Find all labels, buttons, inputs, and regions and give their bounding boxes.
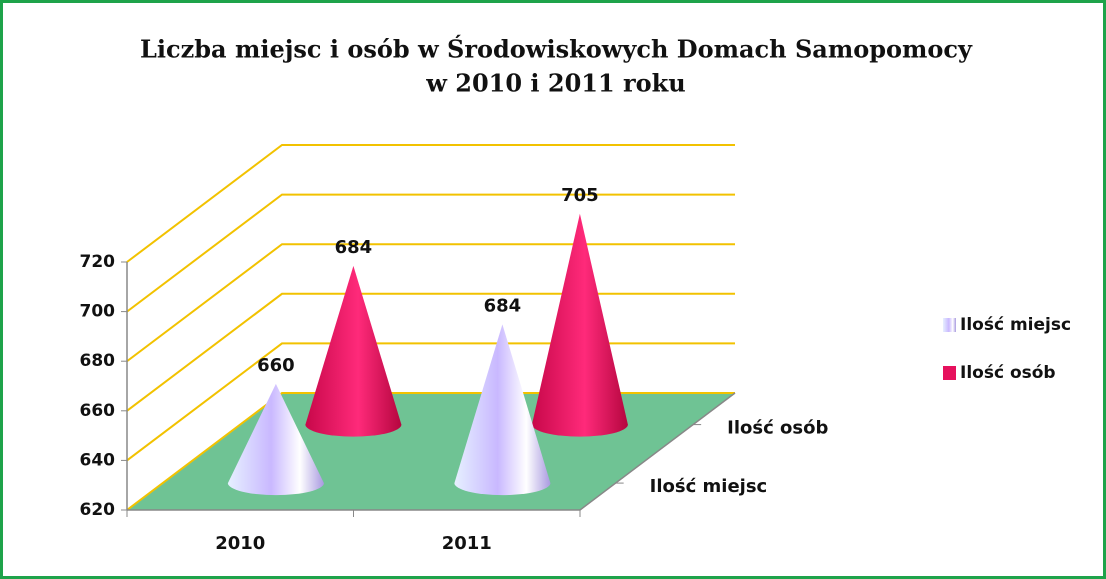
legend-label: Ilość osób xyxy=(960,363,1056,383)
legend-swatch xyxy=(943,318,956,332)
y-tick-label: 620 xyxy=(80,500,116,520)
legend-label: Ilość miejsc xyxy=(960,315,1071,335)
depth-tick-label: Ilość osób xyxy=(727,418,828,439)
y-tick-label: 720 xyxy=(80,252,116,272)
x-tick-label: 2011 xyxy=(442,533,492,554)
cone xyxy=(227,383,324,496)
cone xyxy=(531,213,628,437)
chart-title: Liczba miejsc i osób w Środowiskowych Do… xyxy=(140,35,973,64)
y-tick-label: 660 xyxy=(80,401,116,421)
value-label: 660 xyxy=(257,355,295,376)
floor xyxy=(127,393,735,510)
value-label: 705 xyxy=(561,185,599,206)
grid-line xyxy=(126,144,735,263)
chart: Liczba miejsc i osób w Środowiskowych Do… xyxy=(80,35,1072,555)
y-tick-label: 700 xyxy=(80,302,116,322)
x-tick-label: 2010 xyxy=(215,533,265,554)
depth-axis xyxy=(579,392,736,511)
value-label: 684 xyxy=(335,237,373,258)
cone xyxy=(305,265,402,437)
depth-tick-label: Ilość miejsc xyxy=(650,476,768,497)
value-label: 684 xyxy=(484,295,522,316)
legend-swatch xyxy=(943,366,956,380)
chart-title: w 2010 i 2011 roku xyxy=(425,69,686,98)
y-tick-label: 680 xyxy=(80,351,116,371)
cone xyxy=(454,324,551,496)
grid-line xyxy=(126,193,735,313)
y-tick-label: 640 xyxy=(80,450,116,470)
